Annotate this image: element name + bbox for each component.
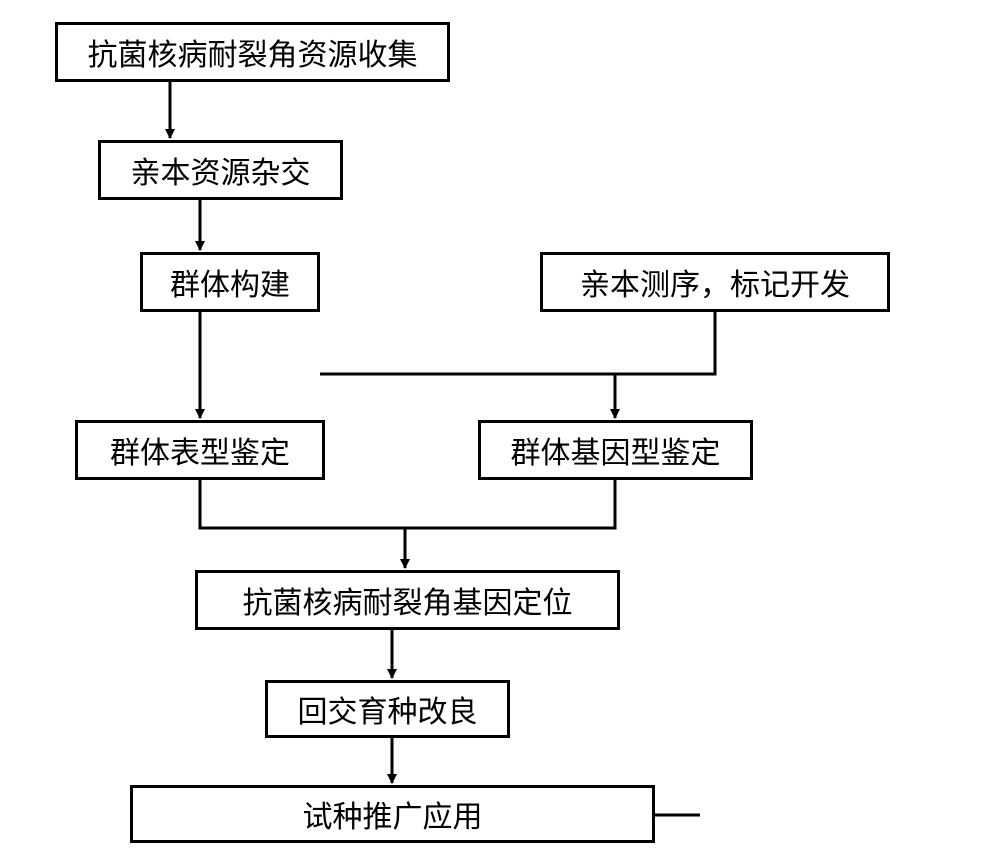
node-label: 回交育种改良 <box>298 687 478 731</box>
node-parent-sequencing: 亲本测序，标记开发 <box>540 252 890 312</box>
node-label: 亲本测序，标记开发 <box>580 260 850 304</box>
node-label: 群体表型鉴定 <box>110 428 290 472</box>
node-resource-collection: 抗菌核病耐裂角资源收集 <box>55 22 450 82</box>
node-label: 抗菌核病耐裂角资源收集 <box>88 30 418 74</box>
node-trial-application: 试种推广应用 <box>130 785 655 843</box>
node-gene-mapping: 抗菌核病耐裂角基因定位 <box>195 570 620 630</box>
node-phenotype-id: 群体表型鉴定 <box>75 420 325 480</box>
node-label: 抗菌核病耐裂角基因定位 <box>243 578 573 622</box>
node-population-build: 群体构建 <box>140 252 320 312</box>
node-label: 亲本资源杂交 <box>131 148 311 192</box>
node-backcross-breeding: 回交育种改良 <box>265 680 510 738</box>
node-label: 试种推广应用 <box>303 792 483 836</box>
node-genotype-id: 群体基因型鉴定 <box>478 420 753 480</box>
node-label: 群体构建 <box>170 260 290 304</box>
flowchart-canvas: 抗菌核病耐裂角资源收集 亲本资源杂交 群体构建 亲本测序，标记开发 群体表型鉴定… <box>0 0 1000 857</box>
node-parent-cross: 亲本资源杂交 <box>98 140 343 200</box>
arrow-n4-n6 <box>615 312 715 418</box>
arrow-n6-join <box>405 480 615 528</box>
arrow-n5-join <box>200 480 405 528</box>
node-label: 群体基因型鉴定 <box>511 428 721 472</box>
